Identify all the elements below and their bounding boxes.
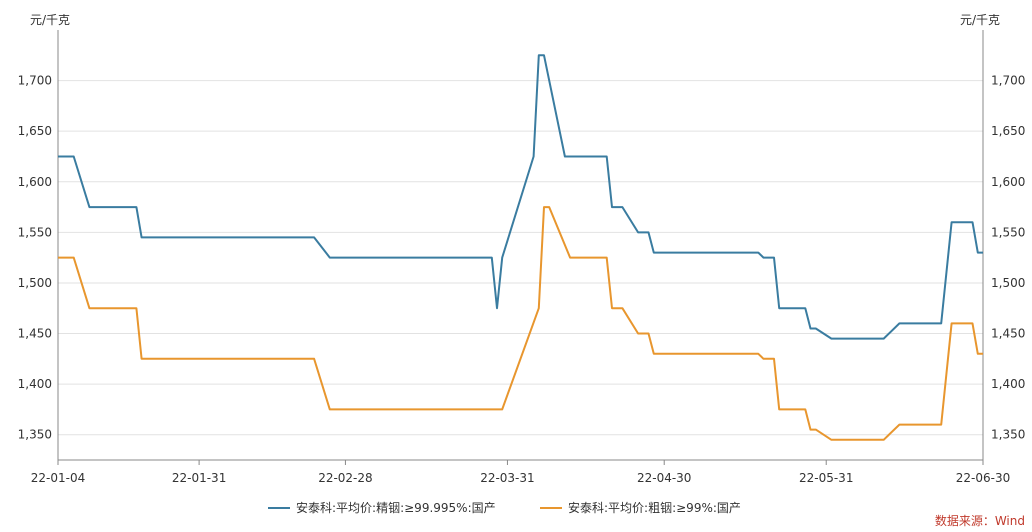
y-tick-label-left: 1,600 xyxy=(18,175,52,189)
x-tick-label: 22-06-30 xyxy=(956,471,1010,485)
right-axis-unit: 元/千克 xyxy=(960,13,1000,27)
x-tick-label: 22-04-30 xyxy=(637,471,691,485)
x-tick-label: 22-01-31 xyxy=(172,471,226,485)
x-tick-label: 22-02-28 xyxy=(318,471,372,485)
x-tick-label: 22-01-04 xyxy=(31,471,85,485)
y-tick-label-left: 1,700 xyxy=(18,74,52,88)
series-line-crude-indium xyxy=(58,206,983,441)
y-tick-label-right: 1,350 xyxy=(991,428,1025,442)
y-tick-label-right: 1,400 xyxy=(991,377,1025,391)
series-line-refined-indium xyxy=(58,54,983,340)
series-lines xyxy=(58,54,983,441)
y-tick-label-right: 1,650 xyxy=(991,124,1025,138)
gridlines xyxy=(58,80,983,436)
y-tick-label-right: 1,550 xyxy=(991,225,1025,239)
y-tick-label-right: 1,700 xyxy=(991,74,1025,88)
y-tick-label-right: 1,500 xyxy=(991,276,1025,290)
x-tick-label: 22-05-31 xyxy=(799,471,853,485)
left-axis-unit: 元/千克 xyxy=(30,13,70,27)
legend-label: 安泰科:平均价:精铟:≥99.995%:国产 xyxy=(296,500,496,515)
source-note: 数据来源：Wind xyxy=(935,513,1025,528)
y-tick-label-right: 1,450 xyxy=(991,327,1025,341)
y-tick-label-left: 1,450 xyxy=(18,327,52,341)
y-tick-label-left: 1,500 xyxy=(18,276,52,290)
y-tick-label-left: 1,550 xyxy=(18,225,52,239)
y-tick-label-left: 1,350 xyxy=(18,428,52,442)
y-tick-label-left: 1,650 xyxy=(18,124,52,138)
y-tick-label-left: 1,400 xyxy=(18,377,52,391)
legend-label: 安泰科:平均价:粗铟:≥99%:国产 xyxy=(568,500,741,515)
axes: 1,350 1,350 1,400 1,400 1,450 1,450 1,500 1,500… xyxy=(18,30,1025,485)
legend: 安泰科:平均价:精铟:≥99.995%:国产 安泰科:平均价:粗铟:≥99%:国产 xyxy=(268,500,741,515)
y-tick-label-right: 1,600 xyxy=(991,175,1025,189)
x-tick-label: 22-03-31 xyxy=(480,471,534,485)
